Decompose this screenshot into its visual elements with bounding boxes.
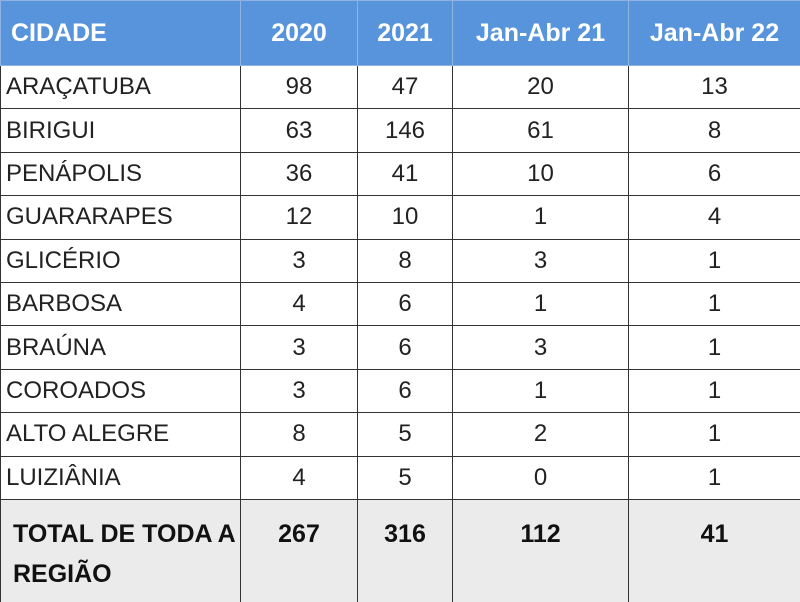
table-row: BRAÚNA 3 6 3 1	[0, 325, 800, 370]
city-cell: BIRIGUI	[0, 108, 241, 153]
city-cell: BRAÚNA	[0, 325, 241, 370]
table-row: BARBOSA 4 6 1 1	[0, 281, 800, 327]
city-cell: BARBOSA	[0, 281, 241, 327]
city-cell: ARAÇATUBA	[0, 64, 241, 110]
value-cell: 1	[628, 281, 800, 327]
value-cell: 1	[452, 195, 629, 240]
header-cell: CIDADE	[0, 0, 241, 66]
city-cell: ALTO ALEGRE	[0, 412, 241, 457]
value-cell: 3	[240, 238, 358, 283]
city-cell: PENÁPOLIS	[0, 151, 241, 197]
value-cell: 6	[357, 325, 453, 370]
value-cell: 20	[452, 64, 629, 110]
value-cell: 1	[628, 412, 800, 457]
value-cell: 3	[452, 325, 629, 370]
value-cell: 8	[628, 108, 800, 153]
table-row: PENÁPOLIS 36 41 10 6	[0, 151, 800, 197]
value-cell: 5	[357, 412, 453, 457]
value-cell: 3	[240, 368, 358, 414]
value-cell: 47	[357, 64, 453, 110]
value-cell: 2	[452, 412, 629, 457]
value-cell: 1	[628, 455, 800, 500]
value-cell: 4	[240, 281, 358, 327]
total-value: 41	[628, 498, 800, 602]
value-cell: 12	[240, 195, 358, 240]
value-cell: 3	[452, 238, 629, 283]
value-cell: 6	[357, 281, 453, 327]
value-cell: 3	[240, 325, 358, 370]
table-row: ARAÇATUBA 98 47 20 13	[0, 64, 800, 110]
header-cell: 2021	[357, 0, 453, 66]
value-cell: 36	[240, 151, 358, 197]
value-cell: 8	[240, 412, 358, 457]
value-cell: 146	[357, 108, 453, 153]
city-cell: COROADOS	[0, 368, 241, 414]
header-cell: Jan-Abr 21	[452, 0, 629, 66]
value-cell: 4	[628, 195, 800, 240]
value-cell: 8	[357, 238, 453, 283]
value-cell: 98	[240, 64, 358, 110]
value-cell: 10	[357, 195, 453, 240]
table-row: LUIZIÂNIA 4 5 0 1	[0, 455, 800, 500]
total-value: 267	[240, 498, 358, 602]
table-row: COROADOS 3 6 1 1	[0, 368, 800, 414]
value-cell: 63	[240, 108, 358, 153]
table-row: ALTO ALEGRE 8 5 2 1	[0, 412, 800, 457]
value-cell: 1	[452, 281, 629, 327]
value-cell: 10	[452, 151, 629, 197]
table-row: GUARARAPES 12 10 1 4	[0, 195, 800, 240]
city-cell: GUARARAPES	[0, 195, 241, 240]
value-cell: 1	[628, 238, 800, 283]
table-body: ARAÇATUBA 98 47 20 13 BIRIGUI 63 146 61 8 PENÁPOLI…	[0, 64, 800, 602]
value-cell: 1	[628, 325, 800, 370]
total-label: TOTAL DE TODA A REGIÃO	[0, 498, 241, 602]
value-cell: 0	[452, 455, 629, 500]
total-value: 316	[357, 498, 453, 602]
value-cell: 6	[628, 151, 800, 197]
value-cell: 5	[357, 455, 453, 500]
total-row: TOTAL DE TODA A REGIÃO 267 316 112 41	[0, 498, 800, 602]
city-cell: GLICÉRIO	[0, 238, 241, 283]
header-cell: Jan-Abr 22	[628, 0, 800, 66]
header-cell: 2020	[240, 0, 358, 66]
value-cell: 13	[628, 64, 800, 110]
value-cell: 41	[357, 151, 453, 197]
header-row: CIDADE 2020 2021 Jan-Abr 21 Jan-Abr 22	[0, 0, 800, 66]
table-row: BIRIGUI 63 146 61 8	[0, 108, 800, 153]
value-cell: 61	[452, 108, 629, 153]
value-cell: 4	[240, 455, 358, 500]
value-cell: 6	[357, 368, 453, 414]
table-row: GLICÉRIO 3 8 3 1	[0, 238, 800, 283]
total-value: 112	[452, 498, 629, 602]
value-cell: 1	[452, 368, 629, 414]
city-cell: LUIZIÂNIA	[0, 455, 241, 500]
value-cell: 1	[628, 368, 800, 414]
